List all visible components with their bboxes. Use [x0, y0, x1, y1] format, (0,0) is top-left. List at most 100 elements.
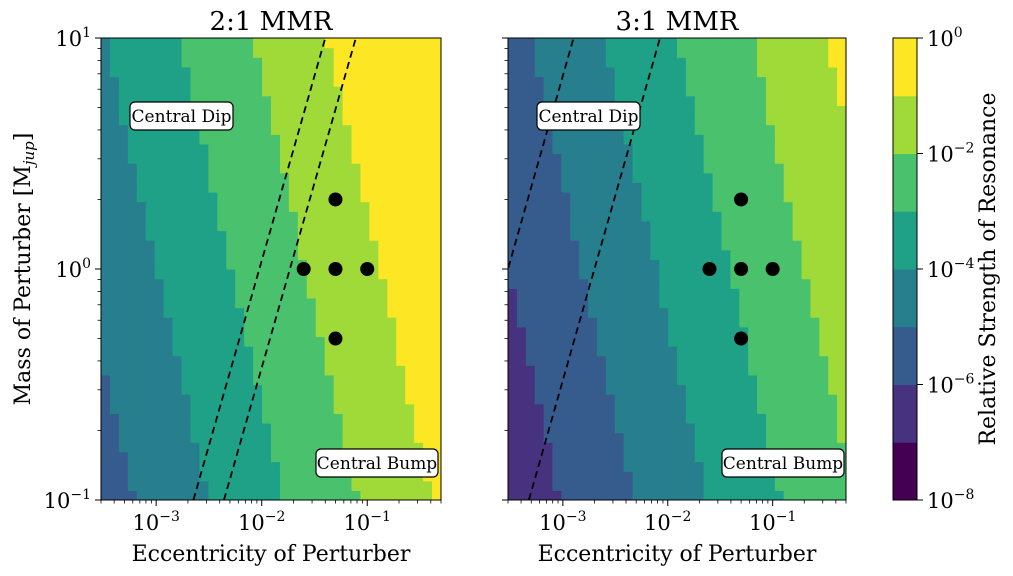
heatmap-cell — [297, 172, 308, 183]
heatmap-cell — [199, 471, 209, 482]
heatmap-cell — [378, 230, 388, 241]
heatmap-cell — [552, 307, 562, 318]
heatmap-cell — [181, 384, 192, 395]
heatmap-cell — [641, 403, 651, 414]
heatmap-cell — [837, 355, 846, 366]
heatmap-cell — [712, 365, 723, 376]
heatmap-cell — [217, 86, 227, 97]
heatmap-cell — [525, 95, 536, 106]
heatmap-cell — [315, 317, 326, 328]
heatmap-cell — [579, 220, 589, 232]
heatmap-cell — [588, 317, 598, 328]
heatmap-cell — [596, 95, 607, 106]
heatmap-cell — [333, 355, 344, 366]
y-axis-label-sub: jup — [20, 141, 38, 168]
heatmap-cell — [765, 297, 776, 309]
heatmap-cell — [828, 442, 838, 453]
heatmap-cell — [297, 38, 308, 49]
heatmap-cell — [677, 326, 687, 337]
heatmap-cell — [650, 38, 660, 49]
heatmap-cell — [324, 374, 335, 386]
heatmap-cell — [244, 66, 254, 78]
heatmap-cell — [405, 480, 415, 491]
heatmap-cell — [342, 192, 353, 203]
heatmap-cell — [730, 105, 740, 116]
heatmap-cell — [650, 432, 660, 443]
heatmap-cell — [172, 346, 183, 357]
heatmap-cell — [226, 413, 236, 424]
heatmap-cell — [163, 461, 174, 472]
heatmap-cell — [792, 432, 803, 443]
heatmap-cell — [712, 278, 723, 289]
heatmap-cell — [525, 249, 536, 260]
heatmap-cell — [378, 346, 388, 357]
heatmap-cell — [378, 105, 388, 116]
heatmap-cell — [837, 403, 846, 414]
heatmap-cell — [405, 220, 415, 232]
heatmap-cell — [757, 201, 767, 212]
heatmap-cell — [109, 423, 120, 434]
heatmap-cell — [253, 451, 263, 463]
heatmap-cell — [172, 336, 183, 347]
heatmap-cell — [534, 47, 545, 58]
heatmap-cell — [685, 278, 696, 289]
heatmap-cell — [570, 355, 580, 366]
heatmap-cell — [378, 355, 388, 366]
heatmap-cell — [315, 413, 326, 424]
heatmap-cell — [324, 297, 335, 309]
heatmap-cell — [614, 355, 625, 366]
heatmap-cell — [145, 355, 156, 366]
heatmap-cell — [217, 182, 227, 193]
colorbar-tick-label: 100 — [927, 25, 963, 51]
heatmap-cell — [360, 317, 371, 328]
heatmap-cell — [516, 403, 527, 414]
heatmap-cell — [235, 76, 245, 87]
heatmap-cell — [570, 278, 580, 289]
heatmap-cell — [694, 326, 705, 337]
heatmap-cell — [297, 124, 308, 135]
heatmap-cell — [199, 355, 209, 366]
heatmap-cell — [405, 355, 415, 366]
heatmap-cell — [271, 403, 281, 414]
heatmap-cell — [561, 172, 571, 183]
heatmap-cell — [579, 240, 589, 251]
heatmap-cell — [632, 38, 643, 49]
heatmap-cell — [333, 153, 344, 164]
heatmap-cell — [405, 336, 415, 347]
heatmap-cell — [605, 192, 616, 203]
heatmap-cell — [181, 211, 192, 222]
heatmap-cell — [792, 182, 803, 193]
heatmap-cell — [244, 490, 254, 500]
heatmap-cell — [306, 182, 317, 193]
heatmap-cell — [262, 365, 272, 376]
heatmap-cell — [730, 76, 740, 87]
data-point — [734, 331, 749, 346]
heatmap-cell — [596, 211, 607, 222]
heatmap-cell — [730, 307, 740, 318]
heatmap-cell — [288, 355, 299, 366]
heatmap-cell — [181, 432, 192, 443]
heatmap-cell — [525, 153, 536, 164]
heatmap-cell — [543, 230, 554, 241]
heatmap-cell — [730, 297, 740, 309]
heatmap-cell — [828, 317, 838, 328]
heatmap-cell — [783, 57, 794, 68]
heatmap-cell — [333, 403, 344, 414]
heatmap-cell — [765, 66, 776, 78]
heatmap-cell — [145, 451, 156, 463]
heatmap-cell — [694, 124, 705, 135]
heatmap-cell — [588, 432, 598, 443]
heatmap-cell — [288, 240, 299, 251]
heatmap-cell — [623, 269, 634, 280]
heatmap-cell — [154, 192, 165, 203]
heatmap-cell — [765, 307, 776, 318]
heatmap-cell — [369, 346, 379, 357]
heatmap-cell — [552, 153, 562, 164]
heatmap-cell — [623, 317, 634, 328]
heatmap-cell — [632, 413, 643, 424]
heatmap-cell — [605, 451, 616, 463]
heatmap-cell — [828, 432, 838, 443]
heatmap-cell — [757, 76, 767, 87]
heatmap-cell — [641, 259, 651, 270]
heatmap-cell — [730, 57, 740, 68]
